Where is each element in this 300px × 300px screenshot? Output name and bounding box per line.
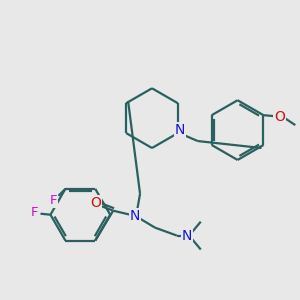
Text: F: F bbox=[50, 194, 57, 207]
Text: N: N bbox=[130, 209, 140, 223]
Text: O: O bbox=[274, 110, 285, 124]
Text: O: O bbox=[90, 196, 101, 210]
Text: N: N bbox=[175, 123, 185, 137]
Text: F: F bbox=[31, 206, 38, 219]
Text: N: N bbox=[182, 229, 192, 243]
